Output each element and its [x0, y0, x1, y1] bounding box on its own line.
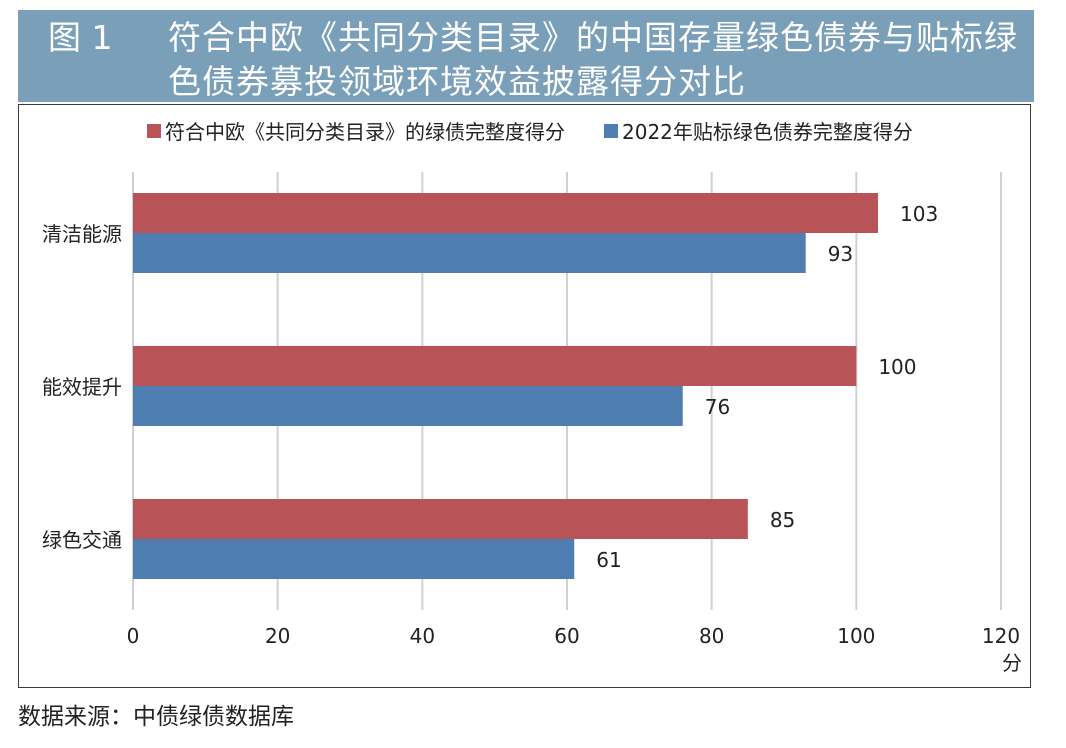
data-label: 85	[770, 508, 795, 532]
legend-label: 2022年贴标绿色债券完整度得分	[622, 120, 913, 144]
bar	[133, 539, 575, 579]
title-band: 图 1 符合中欧《共同分类目录》的中国存量绿色债券与贴标绿色债券募投领域环境效益…	[18, 10, 1034, 102]
data-label: 100	[878, 355, 916, 379]
category-label: 清洁能源	[42, 222, 122, 246]
x-tick-label: 0	[127, 624, 140, 648]
chart-title: 符合中欧《共同分类目录》的中国存量绿色债券与贴标绿色债券募投领域环境效益披露得分…	[168, 18, 1018, 101]
bar	[133, 386, 683, 426]
data-label: 61	[596, 548, 621, 572]
legend-swatch	[147, 124, 161, 138]
category-label: 能效提升	[42, 375, 122, 399]
data-label: 103	[900, 202, 938, 226]
x-tick-label: 60	[554, 624, 579, 648]
x-tick-label: 100	[837, 624, 875, 648]
x-tick-label: 20	[265, 624, 290, 648]
bar	[133, 233, 806, 273]
x-tick-label: 120	[982, 624, 1020, 648]
category-label: 绿色交通	[42, 528, 122, 552]
data-label: 93	[828, 242, 853, 266]
legend-swatch	[604, 124, 618, 138]
x-axis-unit: 分	[1002, 651, 1022, 675]
bar	[133, 499, 748, 539]
figure-label: 图 1	[48, 18, 113, 57]
bar	[133, 346, 857, 386]
legend-label: 符合中欧《共同分类目录》的绿债完整度得分	[165, 120, 565, 144]
source-note: 数据来源：中债绿债数据库	[18, 704, 294, 730]
bar	[133, 193, 879, 233]
x-tick-label: 80	[699, 624, 724, 648]
data-label: 76	[705, 395, 730, 419]
x-tick-label: 40	[410, 624, 435, 648]
